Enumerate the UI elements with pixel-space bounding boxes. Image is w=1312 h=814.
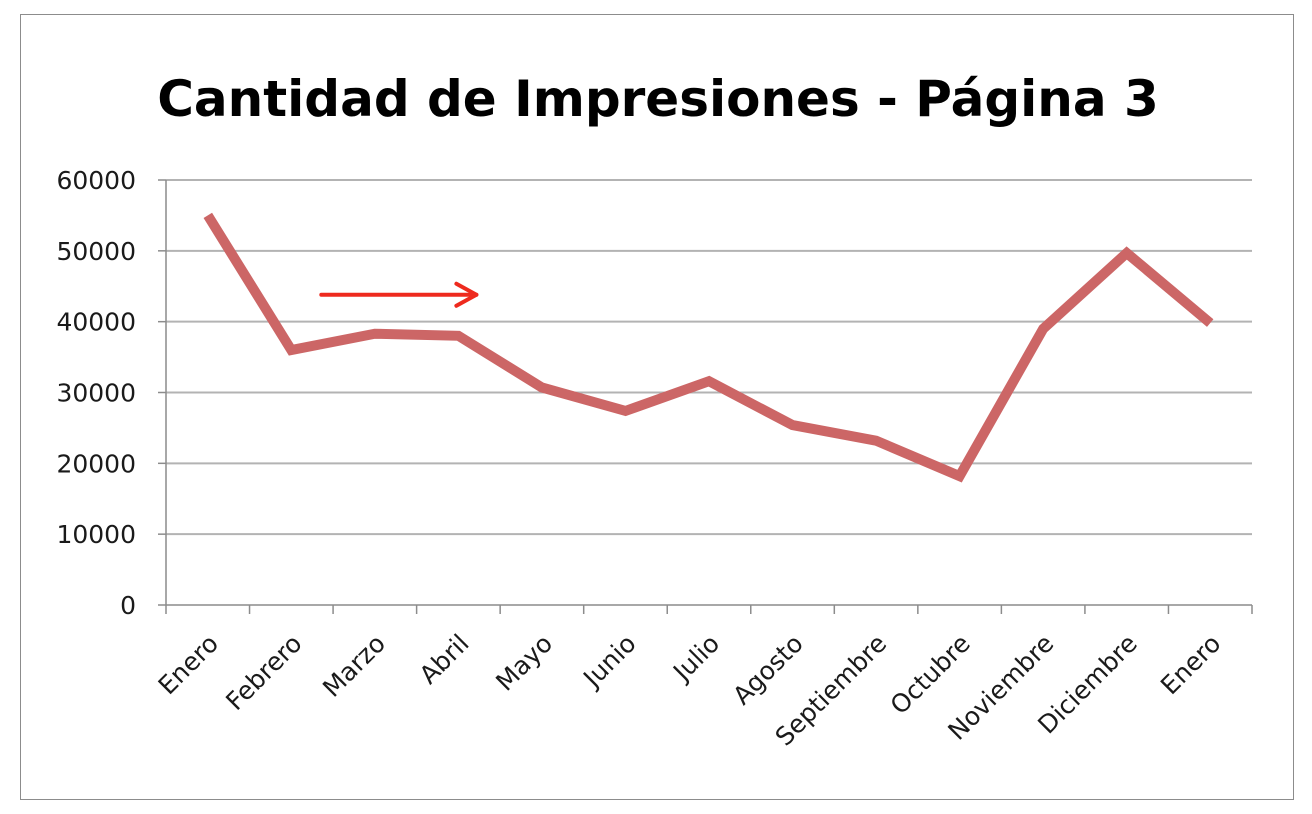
x-tick-label: Agosto bbox=[727, 629, 809, 711]
x-tick-label: Junio bbox=[576, 629, 641, 694]
gridlines bbox=[166, 179, 1252, 536]
x-tick-label: Enero bbox=[1155, 629, 1226, 700]
axes bbox=[158, 179, 1253, 614]
x-tick-label: Mayo bbox=[490, 629, 558, 697]
arrow-head bbox=[454, 281, 479, 308]
x-tick-label: Julio bbox=[666, 629, 725, 688]
x-tick-label: Abril bbox=[414, 629, 475, 690]
series-line bbox=[203, 212, 1214, 483]
y-tick-labels: 0 10000 20000 30000 40000 50000 60000 bbox=[56, 166, 136, 620]
x-tick-label: Marzo bbox=[317, 629, 391, 703]
x-tick-label: Enero bbox=[153, 629, 224, 700]
y-tick-label: 20000 bbox=[56, 449, 136, 478]
y-tick-label: 40000 bbox=[56, 308, 136, 337]
y-tick-label: 50000 bbox=[56, 237, 136, 266]
y-tick-label: 0 bbox=[120, 591, 136, 620]
annotations bbox=[319, 281, 479, 308]
chart-frame bbox=[20, 14, 1294, 800]
series-layer bbox=[203, 212, 1214, 483]
y-tick-label: 30000 bbox=[56, 379, 136, 408]
annotation-arrow bbox=[319, 281, 479, 308]
y-tick-label: 60000 bbox=[56, 166, 136, 195]
chart-title: Cantidad de Impresiones - Página 3 bbox=[157, 70, 1159, 128]
x-tick-label: Febrero bbox=[220, 629, 307, 716]
y-tick-label: 10000 bbox=[56, 520, 136, 549]
